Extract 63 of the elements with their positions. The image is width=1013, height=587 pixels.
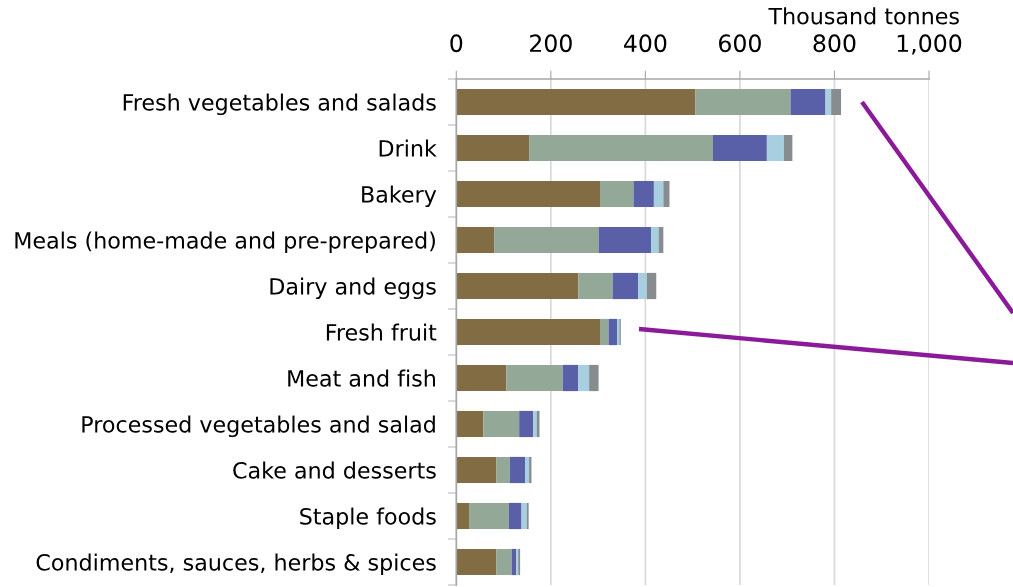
x-tick-label: 0	[450, 34, 463, 53]
bar	[521, 502, 527, 530]
y-tick-label: Staple foods	[300, 507, 436, 530]
bar	[598, 226, 652, 254]
bar	[608, 318, 618, 346]
bar	[506, 364, 563, 392]
x-tick-label: 600	[719, 34, 761, 53]
bar	[496, 548, 512, 576]
bar	[456, 318, 600, 346]
bar	[509, 456, 526, 484]
bar	[651, 226, 659, 254]
bar	[456, 548, 497, 576]
bar	[578, 272, 613, 300]
y-tick-label: Meat and fish	[288, 369, 435, 387]
y-tick-label: Cake and desserts	[233, 461, 436, 479]
y-tick-label: Fresh vegetables and salads	[123, 93, 436, 116]
bar	[695, 88, 791, 116]
x-axis-title: Thousand tonnes	[768, 7, 959, 25]
bar	[508, 502, 522, 530]
bar	[790, 88, 826, 116]
bar	[589, 364, 599, 392]
bar	[456, 88, 696, 116]
y-tick-label: Fresh fruit	[326, 323, 437, 341]
y-tick-label: Dairy and eggs	[270, 277, 436, 300]
bar	[456, 180, 600, 208]
x-tick-label: 200	[530, 34, 572, 53]
bar	[766, 134, 784, 162]
bar	[825, 88, 832, 116]
bar	[456, 134, 530, 162]
bar	[529, 134, 713, 162]
bar	[456, 364, 507, 392]
bar	[638, 272, 647, 300]
bar	[483, 410, 520, 438]
bar	[663, 180, 670, 208]
x-tick-label: 1,000	[897, 34, 962, 55]
y-tick-label: Condiments, sauces, herbs & spices	[36, 553, 436, 576]
bar	[494, 226, 599, 254]
bar	[456, 272, 579, 300]
y-tick-label: Meals (home-made and pre-prepared)	[15, 231, 435, 254]
bar	[653, 180, 664, 208]
bar	[456, 226, 495, 254]
bar	[519, 410, 534, 438]
bar	[456, 456, 497, 484]
y-tick-label: Processed vegetables and salad	[82, 415, 435, 438]
y-tick-label: Drink	[379, 139, 437, 157]
x-tick-label: 800	[813, 34, 856, 53]
bar	[469, 502, 509, 530]
bar	[600, 180, 634, 208]
bar	[633, 180, 654, 208]
bar	[456, 502, 470, 530]
y-tick-label: Bakery	[362, 185, 437, 208]
bar	[496, 456, 510, 484]
bar	[712, 134, 767, 162]
bar	[562, 364, 579, 392]
bar	[578, 364, 590, 392]
bar	[456, 410, 484, 438]
bar	[831, 88, 842, 116]
bar	[646, 272, 657, 300]
x-tick-label: 400	[624, 34, 667, 53]
bar	[600, 318, 609, 346]
bar	[783, 134, 793, 162]
bar	[612, 272, 639, 300]
bar	[525, 456, 530, 484]
